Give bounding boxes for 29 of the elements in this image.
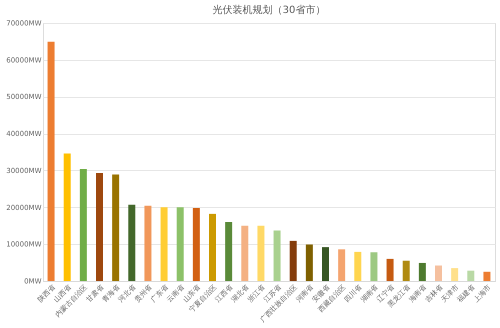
bar [209, 214, 216, 281]
bar [402, 260, 410, 281]
bar [338, 249, 346, 281]
bar [160, 207, 168, 281]
bar [225, 222, 232, 281]
bar [241, 226, 248, 281]
bar [192, 208, 200, 281]
bar [274, 230, 281, 281]
bar [435, 266, 442, 281]
bar [64, 153, 71, 281]
bar [483, 272, 490, 281]
bar [80, 168, 87, 281]
bar [257, 226, 264, 281]
bar [451, 268, 458, 281]
bar [418, 262, 426, 281]
bar [176, 207, 184, 281]
bar [354, 252, 362, 281]
chart-title: 光伏装机规划（30省市） [212, 4, 326, 16]
bar [290, 240, 297, 281]
bar [370, 252, 378, 281]
bar [386, 258, 394, 281]
bar [467, 270, 474, 281]
bar [112, 174, 120, 281]
bar [144, 206, 152, 281]
bar [48, 42, 55, 281]
bar [322, 247, 329, 281]
bar [306, 244, 313, 281]
bar [96, 173, 103, 281]
bar [128, 204, 136, 281]
